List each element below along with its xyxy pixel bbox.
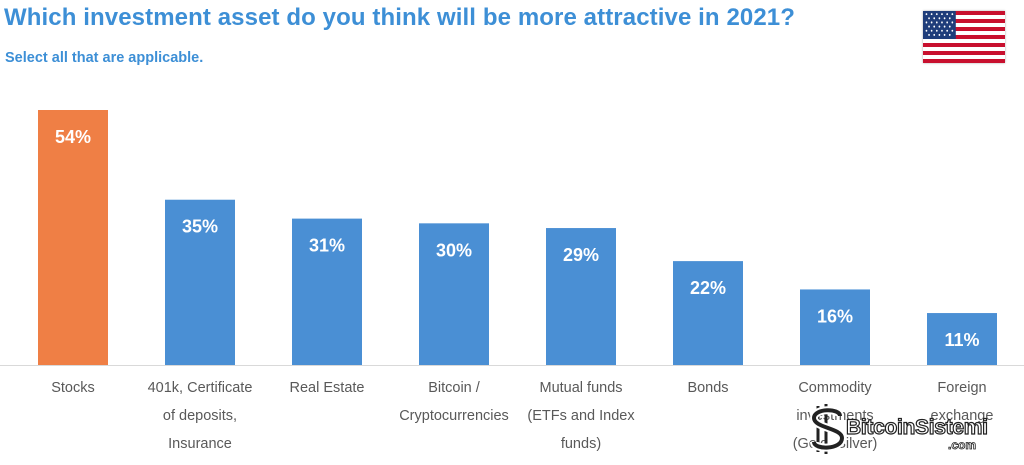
data-label-8: 11% <box>944 330 979 350</box>
category-label-3: Real Estate <box>290 380 365 396</box>
data-label-1: 54% <box>55 127 91 147</box>
category-label-4-line-1: Bitcoin / <box>428 380 481 396</box>
bar-4 <box>419 223 489 365</box>
data-label-2: 35% <box>182 217 218 237</box>
data-label-5: 29% <box>563 245 599 265</box>
category-label-2-line-3: Insurance <box>168 436 232 452</box>
category-label-5-line-1: Mutual funds <box>539 380 622 396</box>
chart-subtitle: Select all that are applicable. <box>5 50 204 66</box>
watermark: BitcoinSistemi .com <box>808 402 1020 456</box>
category-label-7-line-1: Commodity <box>798 380 872 396</box>
bar-1 <box>38 110 108 365</box>
category-label-5-line-3: funds) <box>561 436 601 452</box>
chart-title: Which investment asset do you think will… <box>4 4 796 31</box>
category-label-2-line-1: 401k, Certificate <box>148 380 253 396</box>
category-label-8-line-1: Foreign <box>937 380 986 396</box>
us-flag-icon <box>923 11 1005 63</box>
bar-2 <box>165 199 235 365</box>
bar-7 <box>800 289 870 365</box>
bitcoin-logo-icon <box>809 404 847 454</box>
bar-8 <box>927 313 997 365</box>
data-label-4: 30% <box>436 240 472 260</box>
category-label-1: Stocks <box>51 380 95 396</box>
bar-5 <box>546 228 616 365</box>
bar-3 <box>292 218 362 365</box>
category-label-6: Bonds <box>687 380 728 396</box>
watermark-domain: .com <box>948 438 977 453</box>
data-label-7: 16% <box>817 306 853 326</box>
watermark-text: BitcoinSistemi <box>845 415 988 439</box>
category-label-5-line-2: (ETFs and Index <box>527 408 635 424</box>
category-label-8-line-2: exchange <box>931 408 994 424</box>
category-label-2-line-2: of deposits, <box>163 408 237 424</box>
data-label-3: 31% <box>309 236 345 256</box>
data-label-6: 22% <box>690 278 726 298</box>
bar-6 <box>673 261 743 365</box>
category-label-4-line-2: Cryptocurrencies <box>399 408 509 424</box>
